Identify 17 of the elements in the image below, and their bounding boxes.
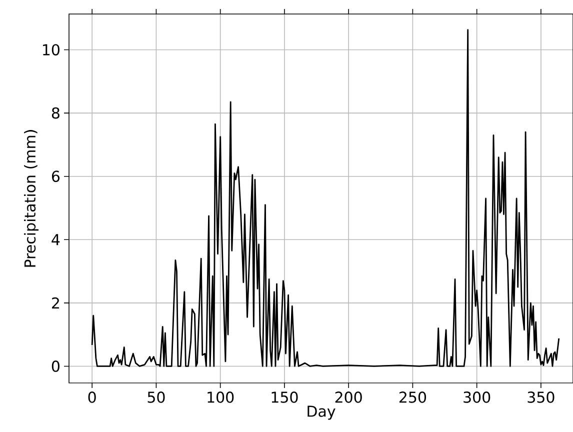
y-axis-title: Precipitation (mm) (24, 130, 39, 267)
x-tick-label: 350 (528, 392, 554, 403)
x-tick-label: 100 (208, 392, 234, 403)
x-tick-label: 250 (399, 392, 426, 403)
y-tick-label: 8 (52, 107, 60, 119)
x-tick-label: 0 (88, 392, 96, 403)
y-tick-label: 0 (52, 360, 60, 372)
x-axis-title: Day (308, 406, 336, 420)
y-tick-label: 2 (52, 297, 59, 308)
y-tick-label: 6 (52, 170, 60, 182)
x-tick-label: 200 (335, 392, 362, 403)
y-tick-label: 4 (52, 234, 60, 246)
x-tick-label: 50 (148, 392, 165, 403)
x-tick-label: 300 (464, 392, 490, 403)
x-tick-label: 150 (272, 392, 298, 403)
y-tick-label: 10 (43, 44, 60, 56)
line-series (91, 29, 560, 367)
